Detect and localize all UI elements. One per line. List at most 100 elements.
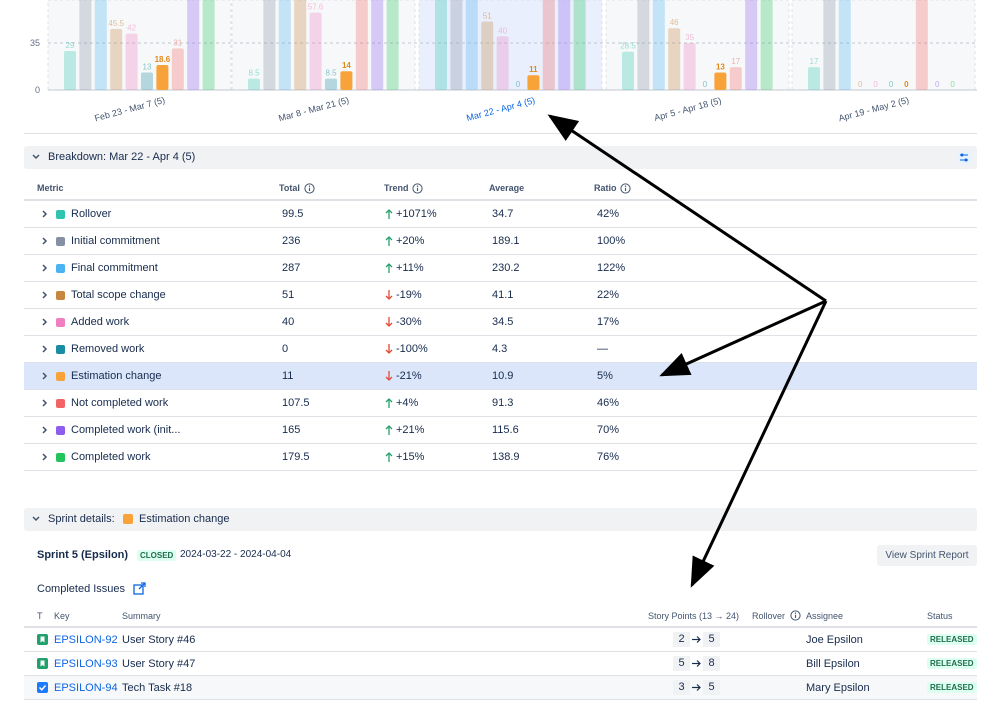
metric-average: 34.7 (492, 208, 514, 220)
trend-up-arrow (385, 452, 393, 462)
breakdown-row[interactable] (24, 336, 977, 363)
divider (24, 133, 977, 134)
bar (309, 12, 322, 90)
chevron-right[interactable] (40, 344, 50, 354)
y-tick-label: 35 (30, 38, 40, 48)
chevron-down[interactable] (31, 514, 41, 524)
bar-value-label: 8.5 (248, 69, 260, 78)
points-from: 2 (673, 632, 690, 647)
metric-ratio: — (597, 343, 608, 355)
chevron-right[interactable] (40, 425, 50, 435)
x-tick-label: Mar 22 - Apr 4 (5) (465, 95, 536, 123)
issue-column-header: Key (54, 611, 70, 621)
issue-summary: User Story #46 (122, 634, 196, 646)
metric-swatch (56, 318, 65, 327)
bar-value-label: 8.5 (325, 69, 337, 78)
breakdown-row[interactable] (24, 390, 977, 417)
bar-value-label: 31 (173, 38, 182, 47)
bar-value-label: 0 (935, 80, 940, 89)
metric-trend: +4% (396, 397, 419, 409)
issue-key[interactable]: EPSILON-94 (54, 682, 118, 694)
metric-total: 165 (282, 424, 301, 436)
chevron-right[interactable] (40, 398, 50, 408)
metric-ratio: 46% (597, 397, 620, 409)
bar-value-label: 45.5 (108, 19, 124, 28)
metric-total: 179.5 (282, 451, 310, 463)
bar-value-label: 40 (498, 26, 507, 35)
issue-key[interactable]: EPSILON-92 (54, 634, 118, 646)
metric-trend: +21% (396, 424, 425, 436)
breakdown-row[interactable] (24, 444, 977, 471)
chevron-right[interactable] (40, 452, 50, 462)
breakdown-row[interactable] (24, 282, 977, 309)
metric-total: 11 (282, 370, 294, 382)
sprint-name: Sprint 5 (Epsilon) (37, 549, 129, 561)
bar-value-label: 0 (858, 80, 863, 89)
external-link-icon[interactable] (133, 582, 146, 595)
metric-total: 287 (282, 262, 301, 274)
issue-key[interactable]: EPSILON-93 (54, 658, 118, 670)
metric-trend: +1071% (396, 208, 437, 220)
bar (527, 75, 540, 90)
issue-assignee: Mary Epsilon (806, 682, 870, 694)
breakdown-row[interactable] (24, 228, 977, 255)
chevron-right[interactable] (40, 209, 50, 219)
points-to: 5 (703, 680, 720, 695)
bar (248, 78, 260, 90)
issue-row[interactable] (24, 628, 977, 652)
metric-ratio: 17% (597, 316, 620, 328)
points-to: 5 (703, 632, 720, 647)
issue-row[interactable] (24, 676, 977, 700)
x-tick-label: Apr 19 - May 2 (5) (837, 95, 910, 123)
settings-icon[interactable] (957, 151, 971, 164)
issue-row[interactable] (24, 652, 977, 676)
metric-total: 51 (282, 289, 295, 301)
breakdown-row[interactable] (24, 417, 977, 444)
trend-down-arrow (385, 371, 393, 381)
metric-total: 236 (282, 235, 301, 247)
metric-name: Total scope change (71, 289, 166, 301)
breakdown-row[interactable] (24, 201, 977, 228)
chevron-right[interactable] (40, 263, 50, 273)
metric-average: 115.6 (492, 424, 519, 436)
breakdown-row[interactable] (24, 309, 977, 336)
metric-ratio: 76% (597, 451, 620, 463)
breakdown-row[interactable] (24, 255, 977, 282)
group-band (605, 0, 790, 91)
story-icon (37, 658, 48, 669)
x-tick-label: Mar 8 - Mar 21 (5) (277, 95, 350, 123)
chevron-right[interactable] (40, 236, 50, 246)
bar-value-label: 11 (529, 65, 538, 74)
metric-trend: -19% (396, 289, 422, 301)
metric-average: 91.3 (492, 397, 514, 409)
metric-swatch (56, 345, 65, 354)
group-band (791, 0, 976, 91)
bar-value-label: 0 (516, 80, 521, 89)
metric-name: Final commitment (71, 262, 158, 274)
bar (558, 0, 571, 90)
chevron-right[interactable] (40, 290, 50, 300)
sprint-details-metric: Estimation change (139, 513, 230, 525)
metric-swatch (56, 372, 65, 381)
metric-average: 4.3 (492, 343, 508, 355)
bar (141, 72, 153, 90)
metric-name: Completed work (71, 451, 151, 463)
issue-column-header: Assignee (806, 611, 844, 621)
bar (465, 0, 478, 90)
view-report-button[interactable]: View Sprint Report (877, 545, 977, 566)
bar (668, 28, 681, 91)
bar (622, 51, 634, 90)
chevron-down[interactable] (31, 152, 41, 162)
metric-trend: +15% (396, 451, 425, 463)
chevron-right[interactable] (40, 317, 50, 327)
chevron-right[interactable] (40, 371, 50, 381)
bar-value-label: 57.6 (308, 3, 324, 12)
metric-swatch (56, 210, 65, 219)
metric-name: Initial commitment (71, 235, 160, 247)
trend-up-arrow (385, 236, 393, 246)
bar-value-label: 14 (342, 61, 351, 70)
metric-name: Rollover (71, 208, 112, 220)
points-to: 8 (703, 656, 720, 671)
metric-total: 0 (282, 343, 289, 355)
